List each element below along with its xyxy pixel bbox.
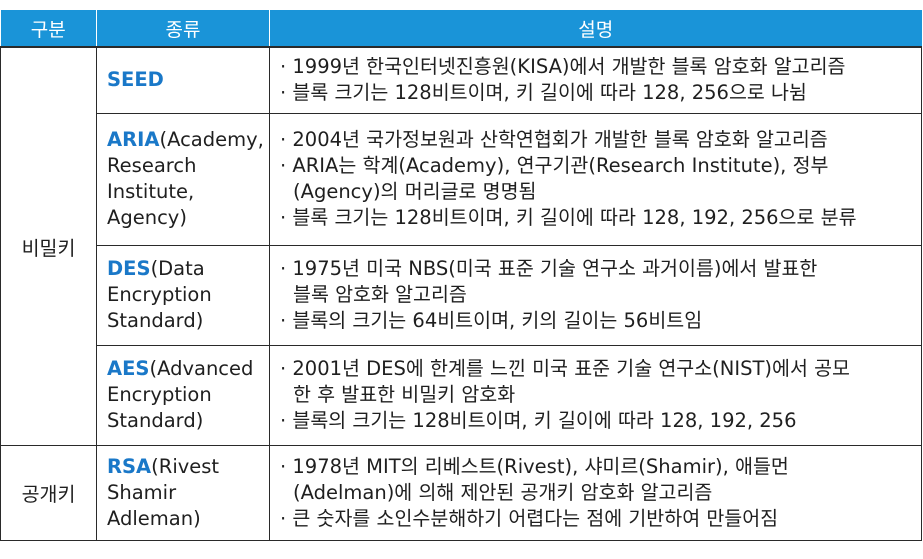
algorithm-fullname-line: Encryption xyxy=(107,383,212,406)
algorithm-name-cell: DES(Data Encryption Standard) xyxy=(96,244,270,346)
description-cell: · 2004년 국가정보원과 산학연협회가 개발한 블록 암호화 알고리즘 · … xyxy=(269,112,922,246)
description-line: · 블록 크기는 128비트이며, 키 길이에 따라 128, 256으로 나뉨 xyxy=(280,81,807,105)
algorithm-fullname-line: Research xyxy=(107,154,197,177)
table-row: 공개키 RSA(Rivest Shamir Adleman) · 1978년 M… xyxy=(0,444,922,541)
description-line: (Agency)의 머리글로 명명됨 xyxy=(293,180,537,203)
algorithm-fullname-line: Adleman) xyxy=(107,506,201,530)
algorithm-fullname-line: (Advanced xyxy=(149,357,254,380)
header-description: 설명 xyxy=(269,10,922,47)
algorithm-name: SEED xyxy=(107,68,164,92)
description-line: (Adelman)에 의해 제안된 공개키 암호화 알고리즘 xyxy=(293,480,713,504)
description-line: · 블록의 크기는 64비트이며, 키의 길이는 56비트임 xyxy=(280,309,703,332)
description-line: · 블록 크기는 128비트이며, 키 길이에 따라 128, 192, 256… xyxy=(280,206,857,229)
description-cell: · 2001년 DES에 한계를 느낀 미국 표준 기술 연구소(NIST)에서… xyxy=(269,344,922,446)
algorithm-name: AES xyxy=(107,357,150,380)
description-cell: · 1978년 MIT의 리베스트(Rivest), 샤미르(Shamir), … xyxy=(269,444,922,541)
header-type: 종류 xyxy=(96,10,270,47)
encryption-table: 구분 종류 설명 비밀키 SEED · 1999년 한국인터넷진흥원(KISA)… xyxy=(0,10,922,541)
algorithm-name-cell: ARIA(Academy, Research Institute, Agency… xyxy=(96,112,270,246)
algorithm-fullname-line: Standard) xyxy=(107,409,204,432)
algorithm-fullname-line: Institute, xyxy=(107,180,195,203)
table-row: 비밀키 SEED · 1999년 한국인터넷진흥원(KISA)에서 개발한 블록… xyxy=(0,46,922,446)
algorithm-fullname-line: Encryption xyxy=(107,283,212,306)
description-cell: · 1999년 한국인터넷진흥원(KISA)에서 개발한 블록 암호화 알고리즘… xyxy=(269,46,922,114)
algorithm-fullname-line: Agency) xyxy=(107,206,187,229)
header-category: 구분 xyxy=(0,10,97,47)
algorithm-name: RSA xyxy=(107,454,152,478)
group-public: 공개키 xyxy=(0,444,97,541)
table-row: ARIA(Academy, Research Institute, Agency… xyxy=(1,112,922,246)
description-line: · 1978년 MIT의 리베스트(Rivest), 샤미르(Shamir), … xyxy=(280,454,789,478)
algorithm-fullname-line: (Data xyxy=(150,257,205,280)
algorithm-name: ARIA xyxy=(107,128,160,151)
algorithm-fullname-line: Standard) xyxy=(107,309,204,332)
group-symmetric: 비밀키 xyxy=(0,46,97,446)
description-line: · 2004년 국가정보원과 산학연협회가 개발한 블록 암호화 알고리즘 xyxy=(280,128,828,151)
algorithm-fullname-line: Shamir xyxy=(107,480,177,504)
algorithm-fullname-line: (Academy, xyxy=(159,128,264,151)
table-row: AES(Advanced Encryption Standard) · 2001… xyxy=(1,344,922,446)
algorithm-name-cell: AES(Advanced Encryption Standard) xyxy=(96,344,270,446)
algorithm-fullname-line: (Rivest xyxy=(151,454,220,478)
description-line: · 큰 숫자를 소인수분해하기 어렵다는 점에 기반하여 만들어짐 xyxy=(280,506,779,530)
header-row: 구분 종류 설명 xyxy=(0,10,922,47)
description-line: · 블록의 크기는 128비트이며, 키 길이에 따라 128, 192, 25… xyxy=(280,409,797,432)
description-line: · 1999년 한국인터넷진흥원(KISA)에서 개발한 블록 암호화 알고리즘 xyxy=(280,55,846,79)
description-line: · ARIA는 학계(Academy), 연구기관(Research Insti… xyxy=(280,154,829,177)
algorithm-name-cell: RSA(Rivest Shamir Adleman) xyxy=(96,444,270,541)
description-line: 블록 암호화 알고리즘 xyxy=(293,283,467,306)
description-line: · 1975년 미국 NBS(미국 표준 기술 연구소 과거이름)에서 발표한 xyxy=(280,257,818,280)
description-line: 한 후 발표한 비밀키 암호화 xyxy=(293,383,516,406)
description-line: · 2001년 DES에 한계를 느낀 미국 표준 기술 연구소(NIST)에서… xyxy=(280,357,850,380)
algorithm-name: DES xyxy=(107,257,151,280)
description-cell: · 1975년 미국 NBS(미국 표준 기술 연구소 과거이름)에서 발표한 … xyxy=(269,244,922,346)
algorithm-name-cell: SEED xyxy=(96,46,270,114)
table-row: DES(Data Encryption Standard) · 1975년 미국… xyxy=(1,244,922,346)
